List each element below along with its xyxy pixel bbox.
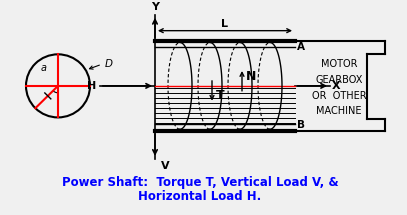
Text: B: B (297, 120, 305, 130)
Text: H: H (87, 81, 96, 91)
Text: T: T (216, 89, 225, 102)
Text: OR  OTHER: OR OTHER (312, 91, 366, 101)
Text: GEARBOX: GEARBOX (315, 75, 363, 85)
Text: L: L (221, 19, 228, 29)
Text: D: D (105, 59, 113, 69)
Text: a: a (41, 63, 47, 73)
Text: V: V (161, 161, 170, 171)
Text: N: N (246, 69, 256, 83)
Text: X: X (332, 81, 341, 91)
Text: A: A (297, 41, 305, 52)
Text: Power Shaft:  Torque T, Vertical Load V, &: Power Shaft: Torque T, Vertical Load V, … (62, 176, 338, 189)
Text: Y: Y (151, 2, 159, 12)
Text: MACHINE: MACHINE (316, 106, 362, 117)
Text: Horizontal Load H.: Horizontal Load H. (138, 190, 262, 203)
Text: MOTOR: MOTOR (321, 59, 357, 69)
